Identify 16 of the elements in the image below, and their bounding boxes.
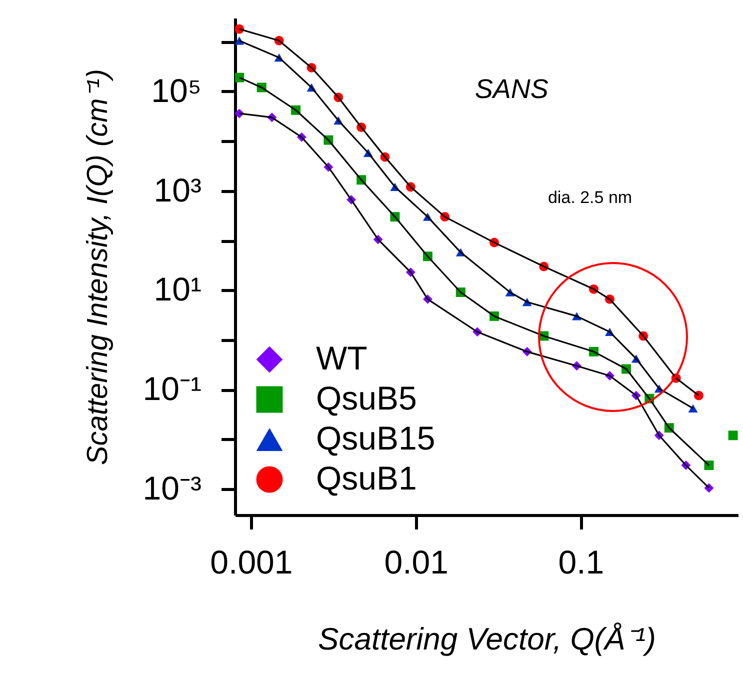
legend-label: QsuB1 (316, 460, 417, 496)
y-tick-label: 10⁵ (151, 72, 202, 109)
x-tick-label: 0.1 (558, 544, 604, 580)
y-tick-label: 10¹ (154, 270, 202, 308)
legend-label: QsuB15 (316, 420, 436, 456)
legend-label: WT (316, 340, 368, 376)
y-axis-title: Scattering Intensity, I(Q) (cm⁻¹) (82, 68, 114, 466)
legend-label: QsuB5 (316, 380, 417, 416)
y-tick-label: 10⁻¹ (142, 370, 202, 408)
x-tick-label: 0.01 (384, 544, 448, 580)
annotation: dia. 2.5 nm (548, 188, 632, 207)
x-axis-title: Scattering Vector, Q(Å⁻¹) (318, 622, 656, 656)
y-tick-label: 10⁻³ (142, 470, 202, 507)
text: SANS (474, 74, 548, 104)
y-tick-label: 10³ (154, 171, 202, 208)
x-tick-label: 0.001 (210, 544, 293, 580)
